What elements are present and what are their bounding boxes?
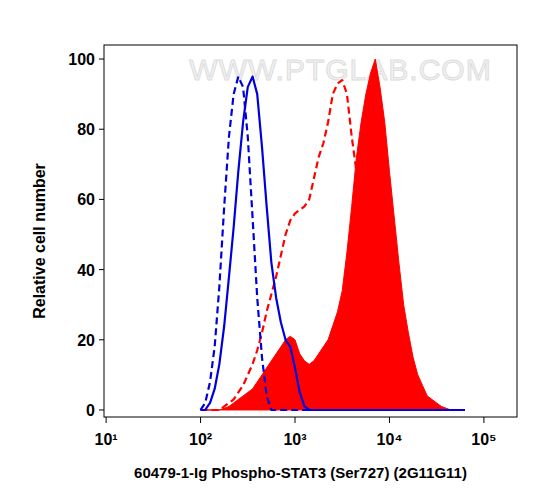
y-tick-label: 60 xyxy=(77,191,95,208)
y-tick-label: 40 xyxy=(77,262,95,279)
plot-area xyxy=(201,59,465,410)
x-tick xyxy=(106,417,107,423)
line xyxy=(201,77,465,410)
x-tick xyxy=(295,417,296,423)
y-axis-label: Relative cell number xyxy=(31,163,48,319)
x-tick xyxy=(389,417,390,423)
x-tick-label: 10² xyxy=(189,431,212,448)
x-tick xyxy=(200,417,201,423)
x-axis-label: 60479-1-Ig Phospho-STAT3 (Ser727) (2G11G… xyxy=(134,464,467,481)
y-tick-label: 80 xyxy=(77,121,95,138)
y-tick xyxy=(99,59,104,60)
x-tick-label: 10¹ xyxy=(95,431,118,448)
y-tick xyxy=(99,339,104,340)
y-tick-label: 20 xyxy=(77,332,95,349)
x-tick-label: 10³ xyxy=(283,431,306,448)
y-tick xyxy=(99,129,104,130)
x-tick-label: 10⁴ xyxy=(377,431,403,448)
x-tick xyxy=(483,417,484,423)
area xyxy=(201,59,465,410)
y-tick xyxy=(99,409,104,410)
chart: WWW.PTGLAB.COM02040608010010¹10²10³10⁴10… xyxy=(0,0,538,494)
y-tick xyxy=(99,269,104,270)
y-tick xyxy=(99,199,104,200)
y-tick-label: 100 xyxy=(68,51,95,68)
y-tick-label: 0 xyxy=(86,402,95,419)
x-tick-label: 10⁵ xyxy=(471,431,496,448)
line xyxy=(201,77,465,410)
line xyxy=(201,80,465,410)
plot-frame xyxy=(104,45,517,417)
